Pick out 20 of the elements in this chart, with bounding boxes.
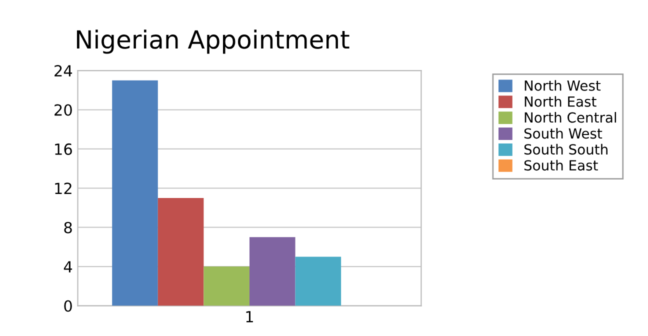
y-tick-label: 16 xyxy=(55,143,72,155)
legend-label: North Central xyxy=(524,112,616,123)
bar xyxy=(204,266,250,306)
y-tick-label: 12 xyxy=(55,182,72,194)
bar xyxy=(112,80,158,306)
x-tick-label: 1 xyxy=(246,311,253,322)
y-tick-label: 20 xyxy=(54,104,72,116)
y-tick-label: 4 xyxy=(64,261,72,272)
bar xyxy=(158,198,204,306)
legend-label: South East xyxy=(524,160,598,171)
legend-label: North West xyxy=(524,80,601,91)
legend-label: North East xyxy=(524,96,596,107)
y-tick-label: 8 xyxy=(64,222,72,234)
legend-label: South South xyxy=(524,144,608,155)
y-tick-label: 0 xyxy=(64,300,72,312)
chart-title: Nigerian Appointment xyxy=(76,30,350,54)
bar xyxy=(249,237,296,306)
bar xyxy=(295,256,342,306)
y-tick-label: 24 xyxy=(54,65,72,76)
legend-label: South West xyxy=(524,128,602,139)
